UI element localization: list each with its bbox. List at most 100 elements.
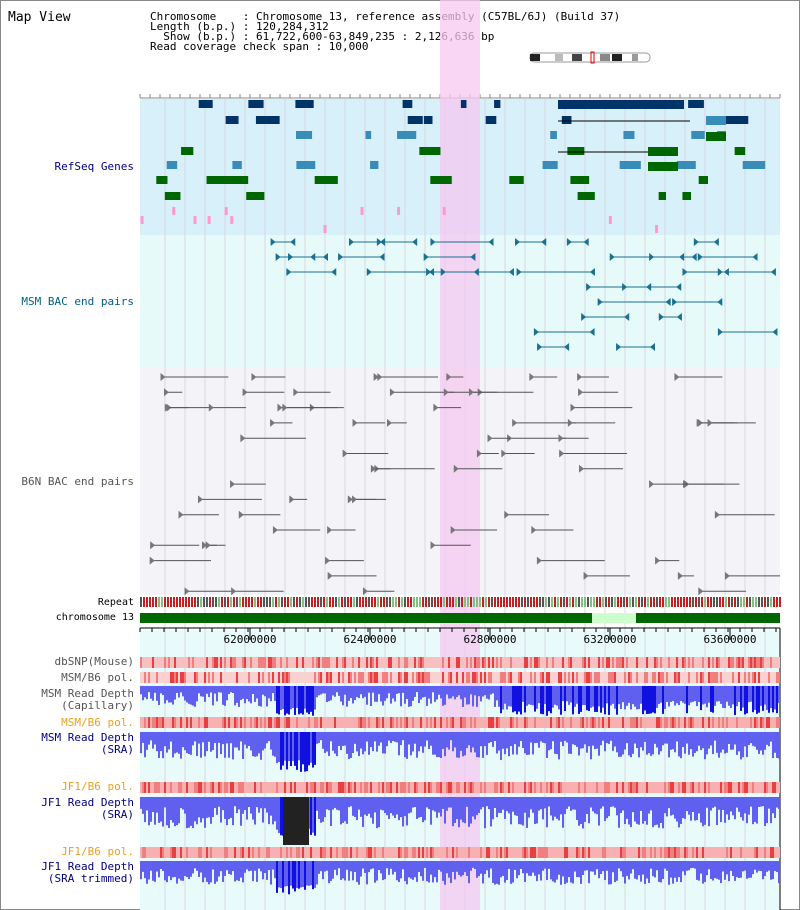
msm-b6-pol-heat-1 bbox=[752, 672, 754, 683]
msm-b6-pol-heat-2 bbox=[270, 717, 272, 728]
msm-b6-pol-heat-1 bbox=[428, 672, 430, 683]
msm-capillary-depth-bar bbox=[320, 686, 322, 695]
msm-b6-pol-heat-2 bbox=[360, 717, 362, 728]
msm-sra-depth-bar bbox=[302, 732, 304, 765]
jf1-b6-pol-heat-2 bbox=[698, 847, 700, 858]
refseq-gene bbox=[734, 116, 743, 124]
msm-b6-pol-heat-2 bbox=[356, 717, 358, 728]
jf1-trimmed-depth-bar bbox=[762, 861, 764, 880]
msm-b6-pol-heat-1 bbox=[558, 672, 560, 683]
msm-sra-depth-bar bbox=[592, 732, 594, 746]
msm-b6-pol-heat-1 bbox=[376, 672, 378, 683]
jf1-sra-depth-bar bbox=[318, 797, 320, 819]
jf1-b6-pol-heat-1 bbox=[310, 782, 312, 793]
jf1-b6-pol-heat-2 bbox=[710, 847, 712, 858]
jf1-sra-depth-bar bbox=[656, 797, 658, 825]
msm-sra-depth-bar bbox=[274, 732, 276, 757]
jf1-b6-pol-heat-2 bbox=[454, 847, 456, 858]
jf1-b6-pol-heat-2 bbox=[422, 847, 424, 858]
msm-capillary-depth-bar bbox=[312, 686, 314, 716]
msm-b6-pol-heat-1 bbox=[610, 672, 612, 683]
dbsnp-heat bbox=[640, 657, 642, 668]
msm-capillary-depth-bar bbox=[722, 686, 724, 708]
dbsnp-heat bbox=[518, 657, 520, 668]
jf1-trimmed-depth-bar bbox=[316, 861, 318, 885]
jf1-trimmed-depth-bar bbox=[280, 861, 282, 889]
jf1-b6-pol-heat-1 bbox=[322, 782, 324, 793]
msm-b6-pol-heat-2 bbox=[606, 717, 608, 728]
repeat-mark bbox=[194, 597, 196, 607]
jf1-b6-pol-heat-1 bbox=[264, 782, 266, 793]
jf1-b6-pol-heat-2 bbox=[172, 847, 174, 858]
b6n-bac-end bbox=[559, 449, 565, 458]
jf1-b6-pol-heat-1 bbox=[656, 782, 658, 793]
jf1-sra-depth-bar bbox=[708, 797, 710, 827]
jf1-b6-pol-heat-1 bbox=[584, 782, 586, 793]
dbsnp-heat bbox=[752, 657, 754, 668]
msm-b6-pol-heat-1 bbox=[476, 672, 478, 683]
b6n-bac-end bbox=[504, 510, 510, 519]
jf1-sra-depth-bar bbox=[250, 797, 252, 814]
dbsnp-heat bbox=[650, 657, 652, 668]
msm-b6-pol-heat-2 bbox=[344, 717, 346, 728]
jf1-b6-pol-heat-2 bbox=[488, 847, 490, 858]
msm-bac-end bbox=[676, 313, 682, 321]
msm-b6-pol-heat-1 bbox=[288, 672, 290, 683]
msm-b6-pol-heat-1 bbox=[470, 672, 472, 683]
jf1-trimmed-depth-bar bbox=[454, 861, 456, 880]
jf1-b6-pol-heat-1 bbox=[210, 782, 212, 793]
repeat-mark bbox=[698, 597, 700, 607]
jf1-trimmed-depth-bar bbox=[734, 861, 736, 881]
jf1-trimmed-depth-bar bbox=[388, 861, 390, 875]
msm-b6-pol-heat-1 bbox=[384, 672, 386, 683]
jf1-b6-pol-heat-1 bbox=[222, 782, 224, 793]
msm-sra-depth-bar bbox=[326, 732, 328, 752]
msm-b6-pol-heat-2 bbox=[622, 717, 624, 728]
msm-capillary-depth-bar bbox=[558, 686, 560, 710]
dbsnp-heat bbox=[634, 657, 636, 668]
msm-b6-pol-heat-2 bbox=[682, 717, 684, 728]
dbsnp-heat bbox=[364, 657, 366, 668]
b6n-bac-end bbox=[240, 434, 246, 443]
msm-b6-pol-heat-1 bbox=[200, 672, 202, 683]
jf1-b6-pol-heat-1 bbox=[768, 782, 770, 793]
msm-capillary-depth-bar bbox=[300, 686, 302, 714]
msm-capillary-depth-bar bbox=[644, 686, 646, 711]
msm-capillary-depth-bar bbox=[750, 686, 752, 702]
msm-sra-depth-bar bbox=[272, 732, 274, 756]
msm-sra-depth-bar bbox=[436, 732, 438, 758]
jf1-b6-pol-heat-1 bbox=[298, 782, 300, 793]
jf1-b6-pol-heat-1 bbox=[560, 782, 562, 793]
jf1-trimmed-depth-bar bbox=[506, 861, 508, 880]
jf1-trimmed-depth-bar bbox=[598, 861, 600, 879]
jf1-trimmed-depth-bar bbox=[152, 861, 154, 881]
msm-b6-pol-heat-1 bbox=[372, 672, 374, 683]
dbsnp-heat bbox=[306, 657, 308, 668]
msm-bac-end bbox=[589, 268, 595, 276]
jf1-trimmed-depth-bar bbox=[590, 861, 592, 872]
jf1-b6-pol-heat-1 bbox=[432, 782, 434, 793]
msm-b6-pol-heat-1 bbox=[744, 672, 746, 683]
jf1-trimmed-depth-bar bbox=[170, 861, 172, 881]
msm-capillary-depth-bar bbox=[276, 686, 278, 714]
refseq-gene bbox=[658, 192, 667, 200]
msm-capillary-depth-bar bbox=[234, 686, 236, 706]
refseq-gene bbox=[561, 116, 572, 124]
jf1-trimmed-depth-bar bbox=[640, 861, 642, 882]
msm-b6-pol-heat-1 bbox=[380, 672, 382, 683]
msm-b6-pol-heat-2 bbox=[670, 717, 672, 728]
msm-b6-pol-heat-1 bbox=[734, 672, 736, 683]
jf1-sra-depth-bar bbox=[268, 797, 270, 825]
msm-sra-depth-bar bbox=[550, 732, 552, 750]
axis-tick-label: 63200000 bbox=[584, 633, 637, 646]
dbsnp-heat bbox=[450, 657, 452, 668]
jf1-trimmed-depth-bar bbox=[404, 861, 406, 882]
msm-b6-pol-heat-1 bbox=[674, 672, 676, 683]
msm-sra-depth-bar bbox=[608, 732, 610, 744]
jf1-b6-pol-heat-2 bbox=[594, 847, 596, 858]
msm-bac-end bbox=[649, 253, 655, 261]
dbsnp-heat bbox=[512, 657, 514, 668]
repeat-mark bbox=[776, 597, 778, 607]
jf1-trimmed-depth-bar bbox=[386, 861, 388, 869]
